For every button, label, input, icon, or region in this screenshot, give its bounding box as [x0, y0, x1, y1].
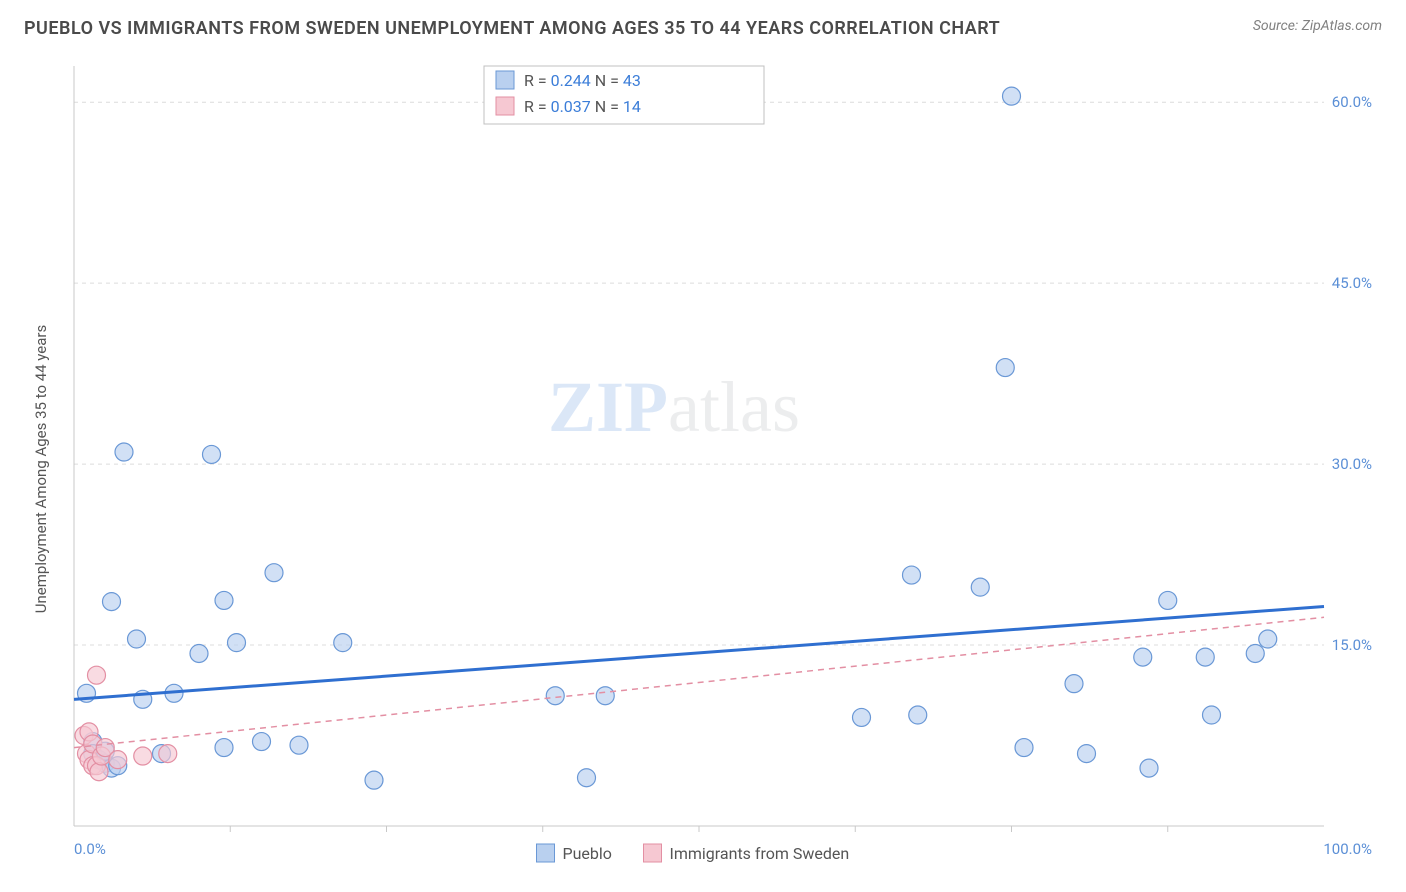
data-point [1159, 591, 1177, 609]
data-point [159, 745, 177, 763]
data-point [1065, 675, 1083, 693]
bottom-legend-swatch [537, 844, 555, 862]
x-tick-label: 100.0% [1323, 840, 1372, 858]
bottom-legend-swatch [644, 844, 662, 862]
y-tick-label: 45.0% [1332, 274, 1372, 292]
data-point [215, 739, 233, 757]
data-point [578, 769, 596, 787]
legend-stat-row: R = 0.037 N = 14 [524, 97, 641, 116]
data-point [1203, 706, 1221, 724]
data-point [215, 591, 233, 609]
y-axis-label: Unemployment Among Ages 35 to 44 years [32, 325, 50, 613]
data-point [203, 445, 221, 463]
y-tick-label: 60.0% [1332, 93, 1372, 111]
data-point [1140, 759, 1158, 777]
data-point [190, 644, 208, 662]
legend-swatch [496, 71, 514, 89]
chart-title: PUEBLO VS IMMIGRANTS FROM SWEDEN UNEMPLO… [24, 18, 1000, 39]
data-point [1015, 739, 1033, 757]
data-point [1196, 648, 1214, 666]
data-point [90, 763, 108, 781]
x-tick-label: 0.0% [74, 840, 106, 858]
correlation-scatter-chart: ZIPatlas 15.0% 30.0% 45.0% 60.0% 0.0% 100.0% Un… [24, 56, 1382, 884]
data-point [996, 359, 1014, 377]
data-point [971, 578, 989, 596]
y-tick-label: 30.0% [1332, 455, 1372, 473]
data-point [103, 593, 121, 611]
data-point [909, 706, 927, 724]
data-point [115, 443, 133, 461]
trend-line [74, 617, 1324, 747]
data-point [334, 634, 352, 652]
data-point [853, 708, 871, 726]
data-point [134, 747, 152, 765]
data-point [128, 630, 146, 648]
series-1 [75, 666, 177, 781]
data-point [109, 751, 127, 769]
data-point [596, 687, 614, 705]
bottom-legend-label: Pueblo [563, 844, 612, 863]
data-point [265, 564, 283, 582]
bottom-legend-label: Immigrants from Sweden [670, 844, 850, 863]
data-point [365, 771, 383, 789]
data-point [1246, 644, 1264, 662]
watermark: ZIPatlas [548, 367, 800, 447]
data-point [228, 634, 246, 652]
data-point [903, 566, 921, 584]
data-point [290, 736, 308, 754]
data-point [253, 733, 271, 751]
source-attribution: Source: ZipAtlas.com [1253, 18, 1382, 34]
y-tick-label: 15.0% [1332, 636, 1372, 654]
legend-stat-row: R = 0.244 N = 43 [524, 71, 641, 90]
data-point [1078, 745, 1096, 763]
data-point [88, 666, 106, 684]
data-point [1003, 87, 1021, 105]
data-point [1259, 630, 1277, 648]
legend-swatch [496, 97, 514, 115]
data-point [1134, 648, 1152, 666]
data-point [546, 687, 564, 705]
